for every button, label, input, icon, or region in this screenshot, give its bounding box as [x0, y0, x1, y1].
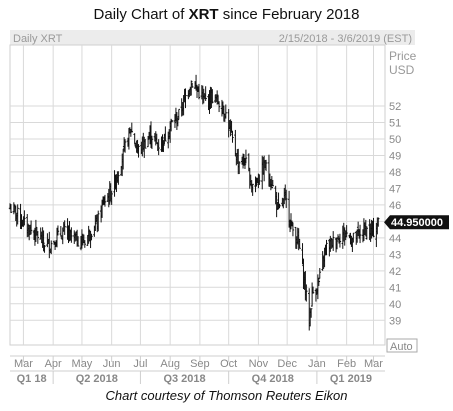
x-month-label: Apr [45, 358, 62, 370]
last-price-value: 44.950000 [391, 217, 443, 229]
y-tick-label: 41 [389, 282, 401, 294]
y-tick-label: 51 [389, 117, 401, 129]
x-quarter-label: Q2 2018 [76, 373, 118, 385]
y-tick-label: 40 [389, 299, 401, 311]
title-prefix: Daily Chart of [93, 6, 189, 23]
y-tick-label: 48 [389, 167, 401, 179]
x-month-label: Mar [364, 358, 383, 370]
last-price-flag-shape [384, 215, 449, 230]
price-bars [8, 74, 380, 331]
chart-caption: Chart courtesy of Thomson Reuters Eikon [105, 388, 348, 403]
auto-scale-button[interactable]: Auto [386, 338, 418, 353]
x-month-label: Oct [220, 358, 237, 370]
x-month-labels: Mar Apr May Jun Jul Aug Sep Oct Nov Dec Jan Feb Mar [14, 358, 383, 370]
x-quarter-label: Q1 2019 [330, 373, 372, 385]
y-tick-label: 42 [389, 266, 401, 278]
x-month-label: Mar [14, 358, 33, 370]
x-quarter-label: Q4 2018 [252, 373, 294, 385]
chart-title: Daily Chart of XRT since February 2018 [0, 6, 453, 23]
x-month-label: Aug [160, 358, 180, 370]
x-month-label: Jan [308, 358, 326, 370]
y-tick-label: 43 [389, 249, 401, 261]
auto-button-label[interactable]: Auto [390, 341, 413, 353]
header-bar [10, 30, 415, 45]
date-range: 2/15/2018 - 3/6/2019 (EST) [279, 33, 412, 45]
y-tick-label: 44 [389, 233, 401, 245]
x-month-label: Jun [103, 358, 121, 370]
x-quarter-labels: Q1 18 Q2 2018 Q3 2018 Q4 2018 Q1 2019 [17, 371, 372, 385]
auto-button-frame[interactable] [386, 338, 418, 353]
x-month-label: Feb [337, 358, 356, 370]
series-name: Daily XRT [13, 33, 63, 45]
y-tick-label: 46 [389, 200, 401, 212]
x-month-label: May [72, 358, 93, 370]
price-axis-label: Price [389, 49, 417, 63]
y-tick-label: 39 [389, 315, 401, 327]
title-ticker: XRT [188, 6, 219, 23]
last-price-flag: 44.950000 [384, 215, 449, 230]
y-tick-label: 52 [389, 101, 401, 113]
x-quarter-label: Q1 18 [17, 373, 47, 385]
y-tick-label: 47 [389, 183, 401, 195]
title-suffix: since February 2018 [218, 6, 360, 23]
x-month-label: Jul [133, 358, 147, 370]
price-axis-unit: USD [389, 63, 415, 77]
x-month-label: Sep [190, 358, 210, 370]
y-tick-label: 49 [389, 150, 401, 162]
y-tick-labels: 3940414243444546474849505152 [389, 101, 401, 327]
grid-lines [10, 45, 385, 362]
x-quarter-label: Q3 2018 [163, 373, 205, 385]
y-tick-label: 50 [389, 134, 401, 146]
x-month-label: Dec [277, 358, 297, 370]
x-month-label: Nov [249, 358, 269, 370]
